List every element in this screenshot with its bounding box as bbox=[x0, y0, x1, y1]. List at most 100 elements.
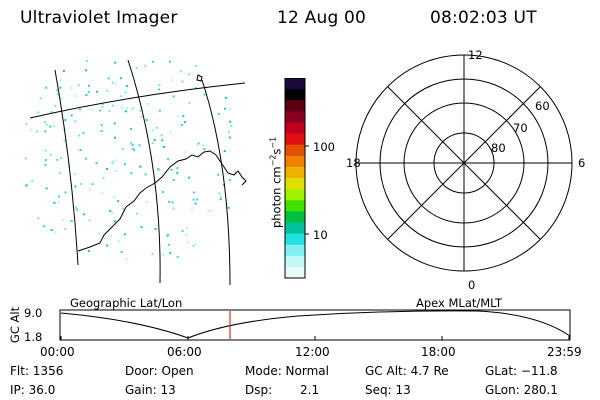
emission-speckle bbox=[45, 187, 48, 190]
emission-speckle bbox=[98, 232, 101, 235]
emission-speckle bbox=[42, 225, 45, 228]
emission-speckle bbox=[95, 162, 98, 165]
emission-speckle bbox=[169, 252, 172, 255]
emission-speckle bbox=[108, 225, 111, 228]
emission-speckle bbox=[172, 179, 175, 181]
emission-speckle bbox=[229, 179, 231, 182]
timeline-xtick-label: 00:00 bbox=[40, 345, 75, 359]
emission-speckle bbox=[112, 104, 115, 107]
emission-speckle bbox=[224, 96, 227, 99]
colorbar-segment bbox=[285, 144, 305, 157]
emission-speckle bbox=[44, 163, 47, 166]
emission-speckle bbox=[62, 70, 65, 72]
emission-speckle bbox=[82, 131, 85, 134]
emission-speckle bbox=[135, 67, 138, 69]
emission-speckle bbox=[133, 148, 135, 151]
emission-speckle bbox=[139, 165, 142, 168]
colorbar-segment bbox=[285, 178, 305, 190]
emission-speckle bbox=[135, 212, 138, 215]
emission-speckle bbox=[115, 170, 118, 173]
emission-speckle bbox=[219, 198, 222, 201]
emission-speckle bbox=[120, 106, 123, 109]
emission-speckle bbox=[77, 84, 80, 87]
emission-speckle bbox=[130, 172, 133, 175]
emission-speckle bbox=[182, 115, 185, 118]
emission-speckle bbox=[61, 219, 64, 222]
emission-speckle bbox=[106, 168, 109, 170]
emission-speckle bbox=[115, 83, 118, 85]
emission-speckle bbox=[91, 108, 94, 111]
colorbar-segment bbox=[285, 166, 305, 179]
lat-label-60: 60 bbox=[535, 99, 550, 113]
emission-speckle bbox=[113, 196, 116, 199]
emission-speckle bbox=[167, 243, 170, 246]
longitude-line bbox=[54, 69, 79, 266]
emission-speckle bbox=[31, 180, 34, 183]
emission-speckle bbox=[224, 107, 227, 110]
emission-speckle bbox=[78, 134, 80, 137]
latitude-line bbox=[29, 82, 246, 119]
emission-speckle bbox=[85, 69, 88, 72]
emission-speckle bbox=[172, 207, 175, 210]
emission-speckle bbox=[36, 130, 38, 133]
colorbar-segment bbox=[285, 255, 305, 268]
emission-speckle bbox=[60, 157, 63, 159]
colorbar-segment bbox=[285, 189, 305, 201]
emission-speckle bbox=[202, 144, 204, 147]
emission-speckle bbox=[49, 125, 52, 128]
emission-speckle bbox=[101, 106, 104, 109]
emission-speckle bbox=[194, 243, 197, 245]
emission-speckle bbox=[39, 97, 42, 100]
emission-speckle bbox=[144, 173, 147, 176]
emission-speckle bbox=[44, 149, 47, 152]
mlt-label-6: 6 bbox=[578, 156, 586, 170]
emission-speckle bbox=[229, 120, 232, 123]
emission-speckle bbox=[176, 255, 179, 258]
emission-speckle bbox=[96, 90, 98, 93]
emission-speckle bbox=[219, 195, 222, 198]
emission-speckle bbox=[59, 86, 62, 89]
timeline-xtick-label: 23:59 bbox=[547, 345, 582, 359]
colorbar-segment bbox=[285, 266, 305, 279]
emission-speckle bbox=[151, 252, 154, 255]
emission-speckle bbox=[222, 183, 225, 186]
emission-speckle bbox=[197, 142, 200, 145]
emission-speckle bbox=[120, 95, 123, 98]
emission-speckle bbox=[70, 114, 73, 117]
colorbar-segment bbox=[285, 133, 305, 146]
timeline-ytick: 1.8 bbox=[24, 330, 43, 344]
emission-speckle bbox=[74, 185, 77, 188]
emission-speckle bbox=[111, 211, 114, 214]
emission-speckle bbox=[168, 200, 171, 203]
emission-speckle bbox=[49, 153, 52, 156]
emission-speckle bbox=[106, 244, 109, 247]
emission-speckle bbox=[203, 148, 206, 151]
lat-label-80: 80 bbox=[491, 141, 506, 155]
colorbar-segment bbox=[285, 211, 305, 223]
emission-speckle bbox=[180, 70, 183, 73]
emission-speckle bbox=[124, 91, 127, 94]
emission-speckle bbox=[85, 94, 88, 97]
emission-speckle bbox=[158, 168, 161, 171]
emission-speckle bbox=[203, 93, 206, 96]
instrument-title: Ultraviolet Imager bbox=[20, 8, 178, 28]
emission-speckle bbox=[59, 79, 62, 81]
emission-speckle bbox=[50, 110, 53, 113]
emission-speckle bbox=[37, 217, 40, 220]
emission-speckle bbox=[171, 201, 174, 204]
emission-speckle bbox=[64, 191, 67, 194]
emission-speckle bbox=[55, 89, 58, 92]
orbit-altitude-curve bbox=[60, 310, 571, 339]
emission-speckle bbox=[125, 110, 127, 113]
emission-speckle bbox=[156, 126, 158, 129]
timeline-xtick-label: 06:00 bbox=[167, 345, 202, 359]
timeline-xtick-label: 18:00 bbox=[421, 345, 456, 359]
emission-speckle bbox=[161, 191, 164, 193]
emission-speckle bbox=[187, 73, 190, 76]
emission-speckle bbox=[111, 162, 114, 164]
emission-speckle bbox=[44, 130, 47, 133]
emission-speckle bbox=[193, 191, 195, 194]
emission-speckle bbox=[131, 148, 134, 151]
emission-speckle bbox=[151, 129, 154, 131]
emission-speckle bbox=[87, 250, 90, 252]
